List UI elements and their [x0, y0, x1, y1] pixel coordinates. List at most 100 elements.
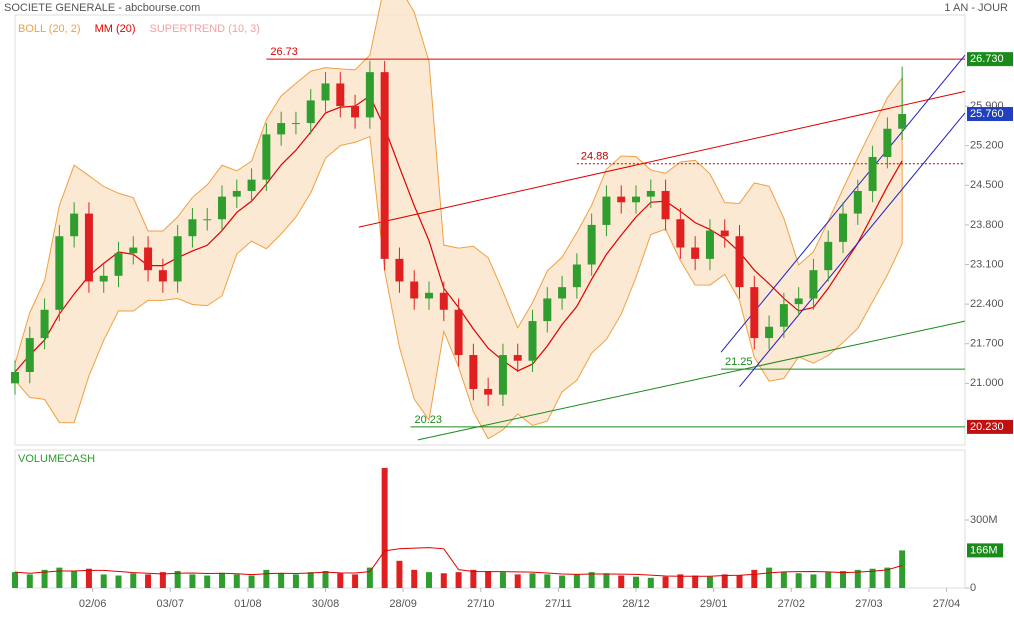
volume-average [14, 547, 903, 577]
x-tick-label: 28/09 [389, 598, 417, 610]
candle-body [632, 196, 641, 203]
y-tick-label: 24.500 [970, 179, 1004, 191]
volume-bar [366, 567, 373, 588]
price-frame [14, 14, 966, 446]
level-label: 21.25 [725, 356, 753, 368]
volume-bar [219, 573, 226, 588]
x-tick-label: 01/08 [234, 598, 262, 610]
candle-body [232, 190, 241, 197]
trend-line [358, 90, 966, 228]
volume-bar [263, 569, 270, 588]
candle-body [188, 219, 197, 237]
volume-bar [115, 575, 122, 588]
y-tick-label: 21.700 [970, 338, 1004, 350]
candle-body [144, 247, 153, 271]
candle-body [247, 179, 256, 191]
volume-bar [588, 572, 595, 588]
volume-bar [559, 575, 566, 588]
volume-bar [514, 574, 521, 588]
volume-bar [12, 572, 18, 588]
x-tick-label: 27/04 [933, 598, 961, 610]
volume-bar [706, 576, 713, 588]
bollinger-band [14, 0, 903, 440]
volume-bar [396, 560, 403, 588]
volume-bar [100, 574, 107, 588]
volume-bar [485, 571, 492, 588]
candle-body [676, 219, 685, 248]
level-box [967, 419, 1013, 434]
candle-body [291, 123, 300, 125]
volume-bar [884, 567, 891, 588]
candle-body [853, 190, 862, 214]
volume-bar [721, 574, 728, 588]
level-label: 26.73 [270, 46, 298, 58]
candle-body [425, 292, 434, 299]
volume-bar [352, 574, 359, 588]
y-tick-label: 21.000 [970, 377, 1004, 389]
candle-body [824, 241, 833, 271]
volume-bar [633, 576, 640, 588]
volume-bar [780, 572, 787, 588]
x-tick-label: 27/02 [777, 598, 805, 610]
volume-bar [337, 573, 344, 588]
volume-frame [14, 449, 966, 589]
candle-body [410, 281, 419, 299]
candle-body [55, 236, 64, 310]
candle-body [839, 213, 848, 242]
candle-body [114, 253, 123, 276]
legend-entry: SUPERTREND (10, 3) [150, 23, 260, 35]
volume-bar [544, 574, 551, 588]
volume-bar [85, 568, 92, 588]
volume-bar [145, 574, 152, 588]
y-tick-label: 23.100 [970, 258, 1004, 270]
volume-bar [766, 567, 773, 588]
candle-body [883, 128, 892, 158]
x-tick-label: 02/06 [79, 598, 107, 610]
volume-bar [411, 569, 418, 588]
volume-bar [869, 568, 876, 588]
candle-body [439, 292, 448, 310]
volume-bar [751, 569, 758, 588]
volume-bar [647, 577, 654, 588]
candle-body [99, 275, 108, 282]
candle-body [158, 270, 167, 282]
volume-bar [455, 572, 462, 588]
volume-bar [573, 574, 580, 588]
x-tick-label: 30/08 [312, 598, 340, 610]
candle-body [868, 157, 877, 191]
volume-bar [854, 569, 861, 588]
level-label: 24.88 [581, 151, 609, 163]
x-tick-label: 27/03 [855, 598, 883, 610]
candle-body [380, 72, 389, 259]
candle-body [543, 298, 552, 322]
volume-bar [810, 574, 817, 588]
volume-bar [692, 575, 699, 588]
y-tick-label: 25.200 [970, 140, 1004, 152]
trend-line [739, 112, 966, 388]
y-tick-label: 22.400 [970, 298, 1004, 310]
legend-entry: BOLL (20, 2) [18, 23, 81, 35]
candle-body [705, 230, 714, 259]
candle-body [898, 114, 907, 129]
volume-tick-label: 0 [970, 582, 976, 594]
volume-bar [825, 572, 832, 588]
candle-body [129, 247, 138, 254]
volume-bar [56, 567, 63, 588]
level-box-label: 20.230 [970, 421, 1004, 433]
candle-body [218, 196, 227, 220]
candle-body [454, 309, 463, 356]
volume-bar [159, 572, 166, 588]
level-box [967, 52, 1013, 67]
candle-body [395, 258, 404, 282]
candle-body [765, 326, 774, 339]
volume-bar [499, 572, 506, 588]
volume-bar [529, 573, 536, 588]
candle-body [646, 190, 655, 197]
x-tick-label: 27/10 [467, 598, 495, 610]
volume-bar [322, 571, 329, 588]
candle-body [602, 196, 611, 225]
candle-body [661, 190, 670, 220]
volume-bar [677, 574, 684, 588]
candle-body [558, 287, 567, 299]
